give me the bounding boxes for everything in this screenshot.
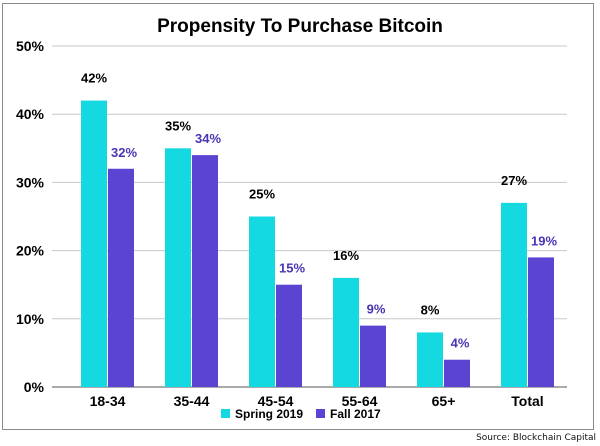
x-tick-label: 45-54 (258, 393, 294, 409)
legend-swatch-spring-2019 (221, 409, 230, 418)
legend-label-spring-2019: Spring 2019 (235, 407, 303, 421)
data-label: 42% (81, 71, 107, 86)
x-tick-label: 55-64 (342, 393, 378, 409)
x-tick-label: 35-44 (174, 393, 210, 409)
y-tick-label: 50% (16, 38, 45, 54)
data-label: 8% (421, 302, 440, 317)
bar-fall-2017 (444, 359, 470, 387)
data-label: 32% (111, 145, 137, 160)
data-label: 16% (333, 248, 359, 263)
data-label: 35% (165, 118, 191, 133)
legend-swatch-fall-2017 (316, 409, 325, 418)
bar-spring-2019 (81, 100, 107, 387)
y-tick-label: 10% (16, 311, 45, 327)
bar-spring-2019 (417, 332, 443, 387)
data-label: 9% (367, 302, 386, 317)
bar-fall-2017 (192, 155, 218, 387)
y-tick-label: 0% (24, 379, 45, 395)
data-label: 25% (249, 187, 275, 202)
x-tick-label: 65+ (432, 393, 456, 409)
y-axis-ticks: 0% 10% 20% 30% 40% 50% (16, 38, 45, 395)
y-tick-label: 20% (16, 243, 45, 259)
x-tick-label: Total (511, 393, 543, 409)
y-tick-label: 30% (16, 174, 45, 190)
bar-fall-2017 (360, 325, 386, 387)
x-tick-label: 18-34 (90, 393, 126, 409)
bar-spring-2019 (165, 148, 191, 387)
source-note: Source: Blockchain Capital (476, 433, 596, 443)
bars (81, 100, 554, 387)
data-labels: 42% 32% 35% 34% 25% 15% 16% 9% 8% 4% 27% 19% (81, 71, 557, 351)
x-axis-ticks: 18-34 35-44 45-54 55-64 65+ Total (90, 393, 544, 409)
gridlines (52, 45, 567, 388)
legend-label-fall-2017: Fall 2017 (330, 407, 381, 421)
chart-title: Propensity To Purchase Bitcoin (157, 16, 443, 37)
data-label: 27% (501, 173, 527, 188)
bar-spring-2019 (249, 216, 275, 387)
y-tick-label: 40% (16, 106, 45, 122)
data-label: 34% (195, 131, 221, 146)
data-label: 4% (451, 336, 470, 351)
bar-fall-2017 (276, 284, 302, 387)
bar-spring-2019 (501, 202, 527, 387)
data-label: 19% (531, 233, 557, 248)
bar-spring-2019 (333, 277, 359, 387)
legend: Spring 2019 Fall 2017 (221, 407, 381, 421)
bar-fall-2017 (108, 168, 134, 387)
data-label: 15% (279, 261, 305, 276)
bar-fall-2017 (528, 257, 554, 387)
